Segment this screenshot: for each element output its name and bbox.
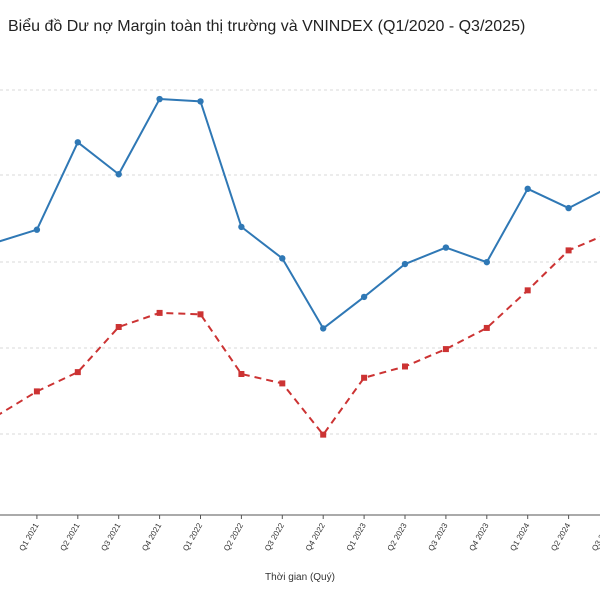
x-axis-label: Thời gian (Quý)	[265, 572, 335, 583]
x-tick-label: Q1 2023	[345, 521, 368, 553]
x-tick-label: Q3 2022	[263, 521, 286, 553]
chart-title: Biểu đồ Dư nợ Margin toàn thị trường và …	[8, 18, 526, 35]
data-point	[238, 371, 245, 377]
data-point	[115, 171, 122, 178]
data-point	[401, 260, 409, 268]
x-tick-label: Q4 2023	[467, 521, 490, 553]
data-point	[483, 324, 490, 331]
data-point	[33, 226, 41, 233]
x-tick-label: Q2 2021	[58, 521, 81, 553]
data-point	[483, 258, 490, 266]
data-point	[238, 223, 245, 231]
series-2	[0, 235, 600, 438]
data-point	[320, 325, 327, 332]
data-point	[279, 255, 286, 262]
x-tick-label: Q3 2023	[426, 521, 449, 553]
x-tick-label: Q1 2021	[17, 521, 40, 553]
series-1	[0, 95, 600, 332]
x-tick-label: Q2 2022	[222, 521, 245, 553]
data-point	[360, 293, 368, 301]
series-line	[0, 98, 600, 330]
x-tick-label: Q2 2023	[386, 521, 409, 553]
data-point	[115, 324, 122, 330]
x-tick-labels: Q1 2021 Q2 2021 Q3 2021 Q4 2021 Q1 2022 Q2 20…	[17, 515, 600, 553]
data-point	[320, 431, 327, 438]
grid-lines	[0, 89, 600, 435]
data-point	[156, 95, 163, 103]
data-point	[197, 311, 204, 318]
x-tick-label: Q1 2022	[181, 521, 204, 553]
data-point	[524, 287, 531, 294]
x-tick-label: Q2 2024	[549, 521, 572, 553]
data-point	[74, 369, 81, 376]
data-series	[0, 95, 600, 438]
data-point	[565, 247, 572, 254]
series-line	[0, 235, 600, 436]
x-tick-label: Q3 2024	[590, 521, 600, 553]
data-point	[74, 139, 82, 146]
data-point	[565, 204, 572, 212]
data-point	[442, 346, 449, 353]
data-point	[33, 388, 40, 395]
data-point	[524, 185, 531, 193]
x-tick-label: Q4 2022	[304, 521, 327, 553]
data-point	[361, 374, 368, 381]
data-point	[402, 363, 408, 370]
x-tick-label: Q3 2021	[99, 521, 122, 553]
x-tick-label: Q1 2024	[508, 521, 531, 553]
data-point	[197, 98, 204, 105]
data-point	[442, 244, 450, 251]
x-tick-label: Q4 2021	[140, 521, 163, 553]
data-point	[279, 380, 286, 387]
data-point	[156, 309, 163, 316]
